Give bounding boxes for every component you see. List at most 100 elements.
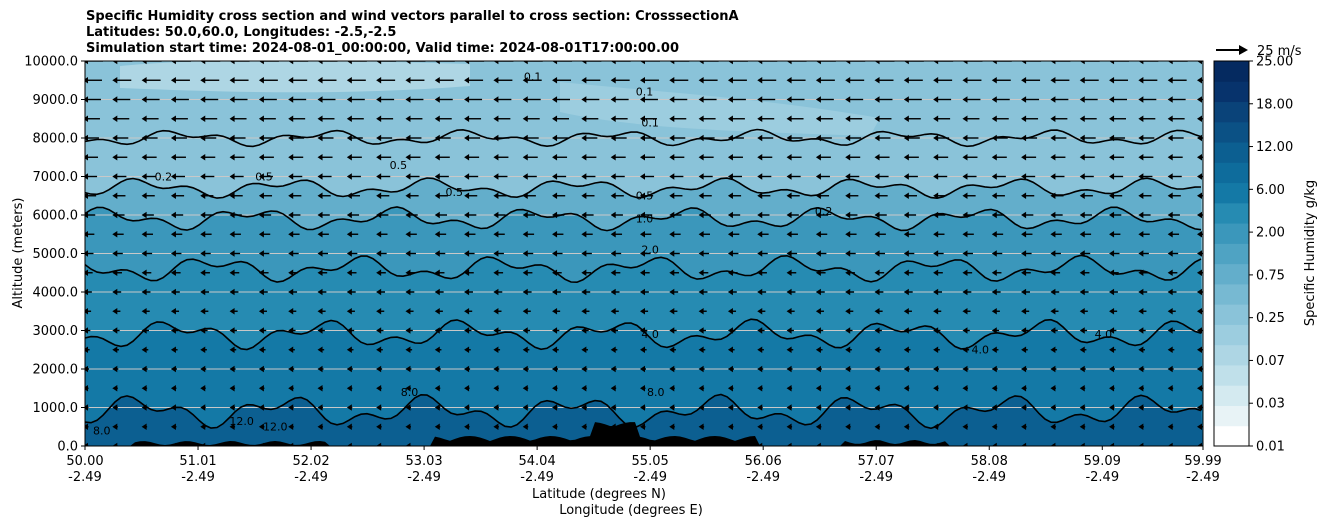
wind-arrow xyxy=(464,96,483,103)
wind-arrow-head xyxy=(229,96,235,103)
x-tick-label-longitude: -2.49 xyxy=(972,470,1006,485)
wind-arrow xyxy=(1050,404,1056,411)
wind-arrow xyxy=(581,96,600,103)
wind-arrow-head xyxy=(434,211,440,219)
wind-arrow-head xyxy=(1197,173,1202,180)
wind-arrow-head xyxy=(552,115,558,122)
wind-arrow-head xyxy=(464,250,470,257)
wind-arrow xyxy=(288,61,309,65)
wind-arrow xyxy=(170,61,191,65)
wind-arrow-head xyxy=(991,61,997,65)
wind-arrow-head xyxy=(610,96,616,103)
wind-arrow-head xyxy=(376,346,382,353)
wind-arrow xyxy=(640,154,656,161)
wind-arrow xyxy=(434,288,444,296)
wind-arrow-head xyxy=(141,173,147,180)
wind-arrow xyxy=(903,61,924,65)
wind-arrow xyxy=(405,250,416,257)
wind-arrow xyxy=(229,423,236,430)
wind-arrow xyxy=(1079,346,1087,353)
wind-arrow xyxy=(112,77,132,84)
wind-arrow-head xyxy=(991,231,997,238)
wind-arrow xyxy=(962,61,983,65)
wind-arrow-head xyxy=(464,269,470,276)
wind-arrow xyxy=(141,308,150,315)
wind-arrow xyxy=(845,192,859,199)
wind-arrow-head xyxy=(610,250,616,257)
wind-arrow xyxy=(493,77,513,84)
wind-arrow xyxy=(141,96,160,103)
wind-arrow-head xyxy=(757,346,763,353)
wind-arrow xyxy=(1197,308,1203,315)
wind-arrow xyxy=(1138,250,1149,257)
wind-arrow xyxy=(1167,288,1177,296)
x-tick-label-longitude: -2.49 xyxy=(633,470,667,485)
wind-arrow-head xyxy=(903,134,909,142)
wind-arrow xyxy=(522,269,533,276)
wind-arrow xyxy=(170,423,177,430)
wind-arrow-head xyxy=(493,346,499,353)
wind-arrow xyxy=(141,134,158,142)
wind-arrow-head xyxy=(493,231,499,238)
wind-arrow-head xyxy=(141,211,147,219)
wind-arrow xyxy=(727,192,742,199)
wind-arrow-head xyxy=(874,154,880,161)
wind-arrow xyxy=(288,211,301,219)
wind-arrow xyxy=(1197,115,1203,122)
wind-arrow xyxy=(258,269,269,276)
wind-arrow-head xyxy=(640,96,645,103)
wind-arrow-head xyxy=(258,346,264,353)
wind-arrow-head xyxy=(522,423,528,430)
wind-arrow-head xyxy=(698,211,704,219)
wind-arrow-head xyxy=(376,442,382,446)
wind-arrow-head xyxy=(669,134,675,142)
wind-arrow-head xyxy=(376,96,382,103)
wind-arrow xyxy=(1079,442,1086,446)
wind-arrow-head xyxy=(1138,61,1144,65)
wind-arrow-head xyxy=(434,327,440,334)
wind-arrow xyxy=(1197,346,1203,353)
colorbar-band xyxy=(1214,283,1249,305)
wind-arrow xyxy=(610,442,617,446)
wind-arrow xyxy=(405,231,417,238)
wind-arrow xyxy=(317,308,326,315)
wind-arrow xyxy=(1138,288,1148,296)
wind-arrow xyxy=(669,308,678,315)
wind-arrow xyxy=(581,385,587,392)
wind-arrow-head xyxy=(288,308,294,315)
wind-arrow xyxy=(200,77,220,84)
wind-arrow-head xyxy=(1109,192,1115,199)
wind-arrow xyxy=(610,154,626,161)
wind-arrow-head xyxy=(786,327,792,334)
wind-arrow xyxy=(258,96,277,103)
wind-arrow-head xyxy=(200,115,206,122)
wind-arrow-head xyxy=(757,115,763,122)
wind-arrow-head xyxy=(933,288,939,296)
wind-arrow xyxy=(903,96,922,103)
wind-arrow-head xyxy=(903,442,909,446)
wind-arrow-head xyxy=(1109,77,1115,84)
wind-arrow xyxy=(85,96,101,103)
wind-arrow xyxy=(376,96,395,103)
wind-arrow xyxy=(464,308,473,315)
wind-arrow xyxy=(112,404,118,411)
wind-arrow-head xyxy=(1167,173,1173,180)
wind-arrow-head xyxy=(991,154,997,161)
wind-arrow xyxy=(757,346,764,353)
wind-arrow xyxy=(317,404,324,411)
wind-arrow-head xyxy=(581,154,587,161)
wind-arrow xyxy=(933,288,943,296)
wind-arrow xyxy=(258,365,265,373)
wind-arrow-head xyxy=(346,61,352,65)
wind-arrow-head xyxy=(1138,308,1144,315)
wind-arrow-head xyxy=(522,269,528,276)
wind-arrow-head xyxy=(112,346,118,353)
wind-arrow xyxy=(1109,250,1120,257)
wind-arrow xyxy=(786,288,796,296)
wind-arrow xyxy=(991,211,1005,219)
wind-arrow-head xyxy=(112,154,118,161)
wind-arrow xyxy=(757,250,768,257)
wind-arrow-head xyxy=(786,442,792,446)
wind-arrow-head xyxy=(522,192,528,199)
wind-arrow xyxy=(288,115,306,122)
